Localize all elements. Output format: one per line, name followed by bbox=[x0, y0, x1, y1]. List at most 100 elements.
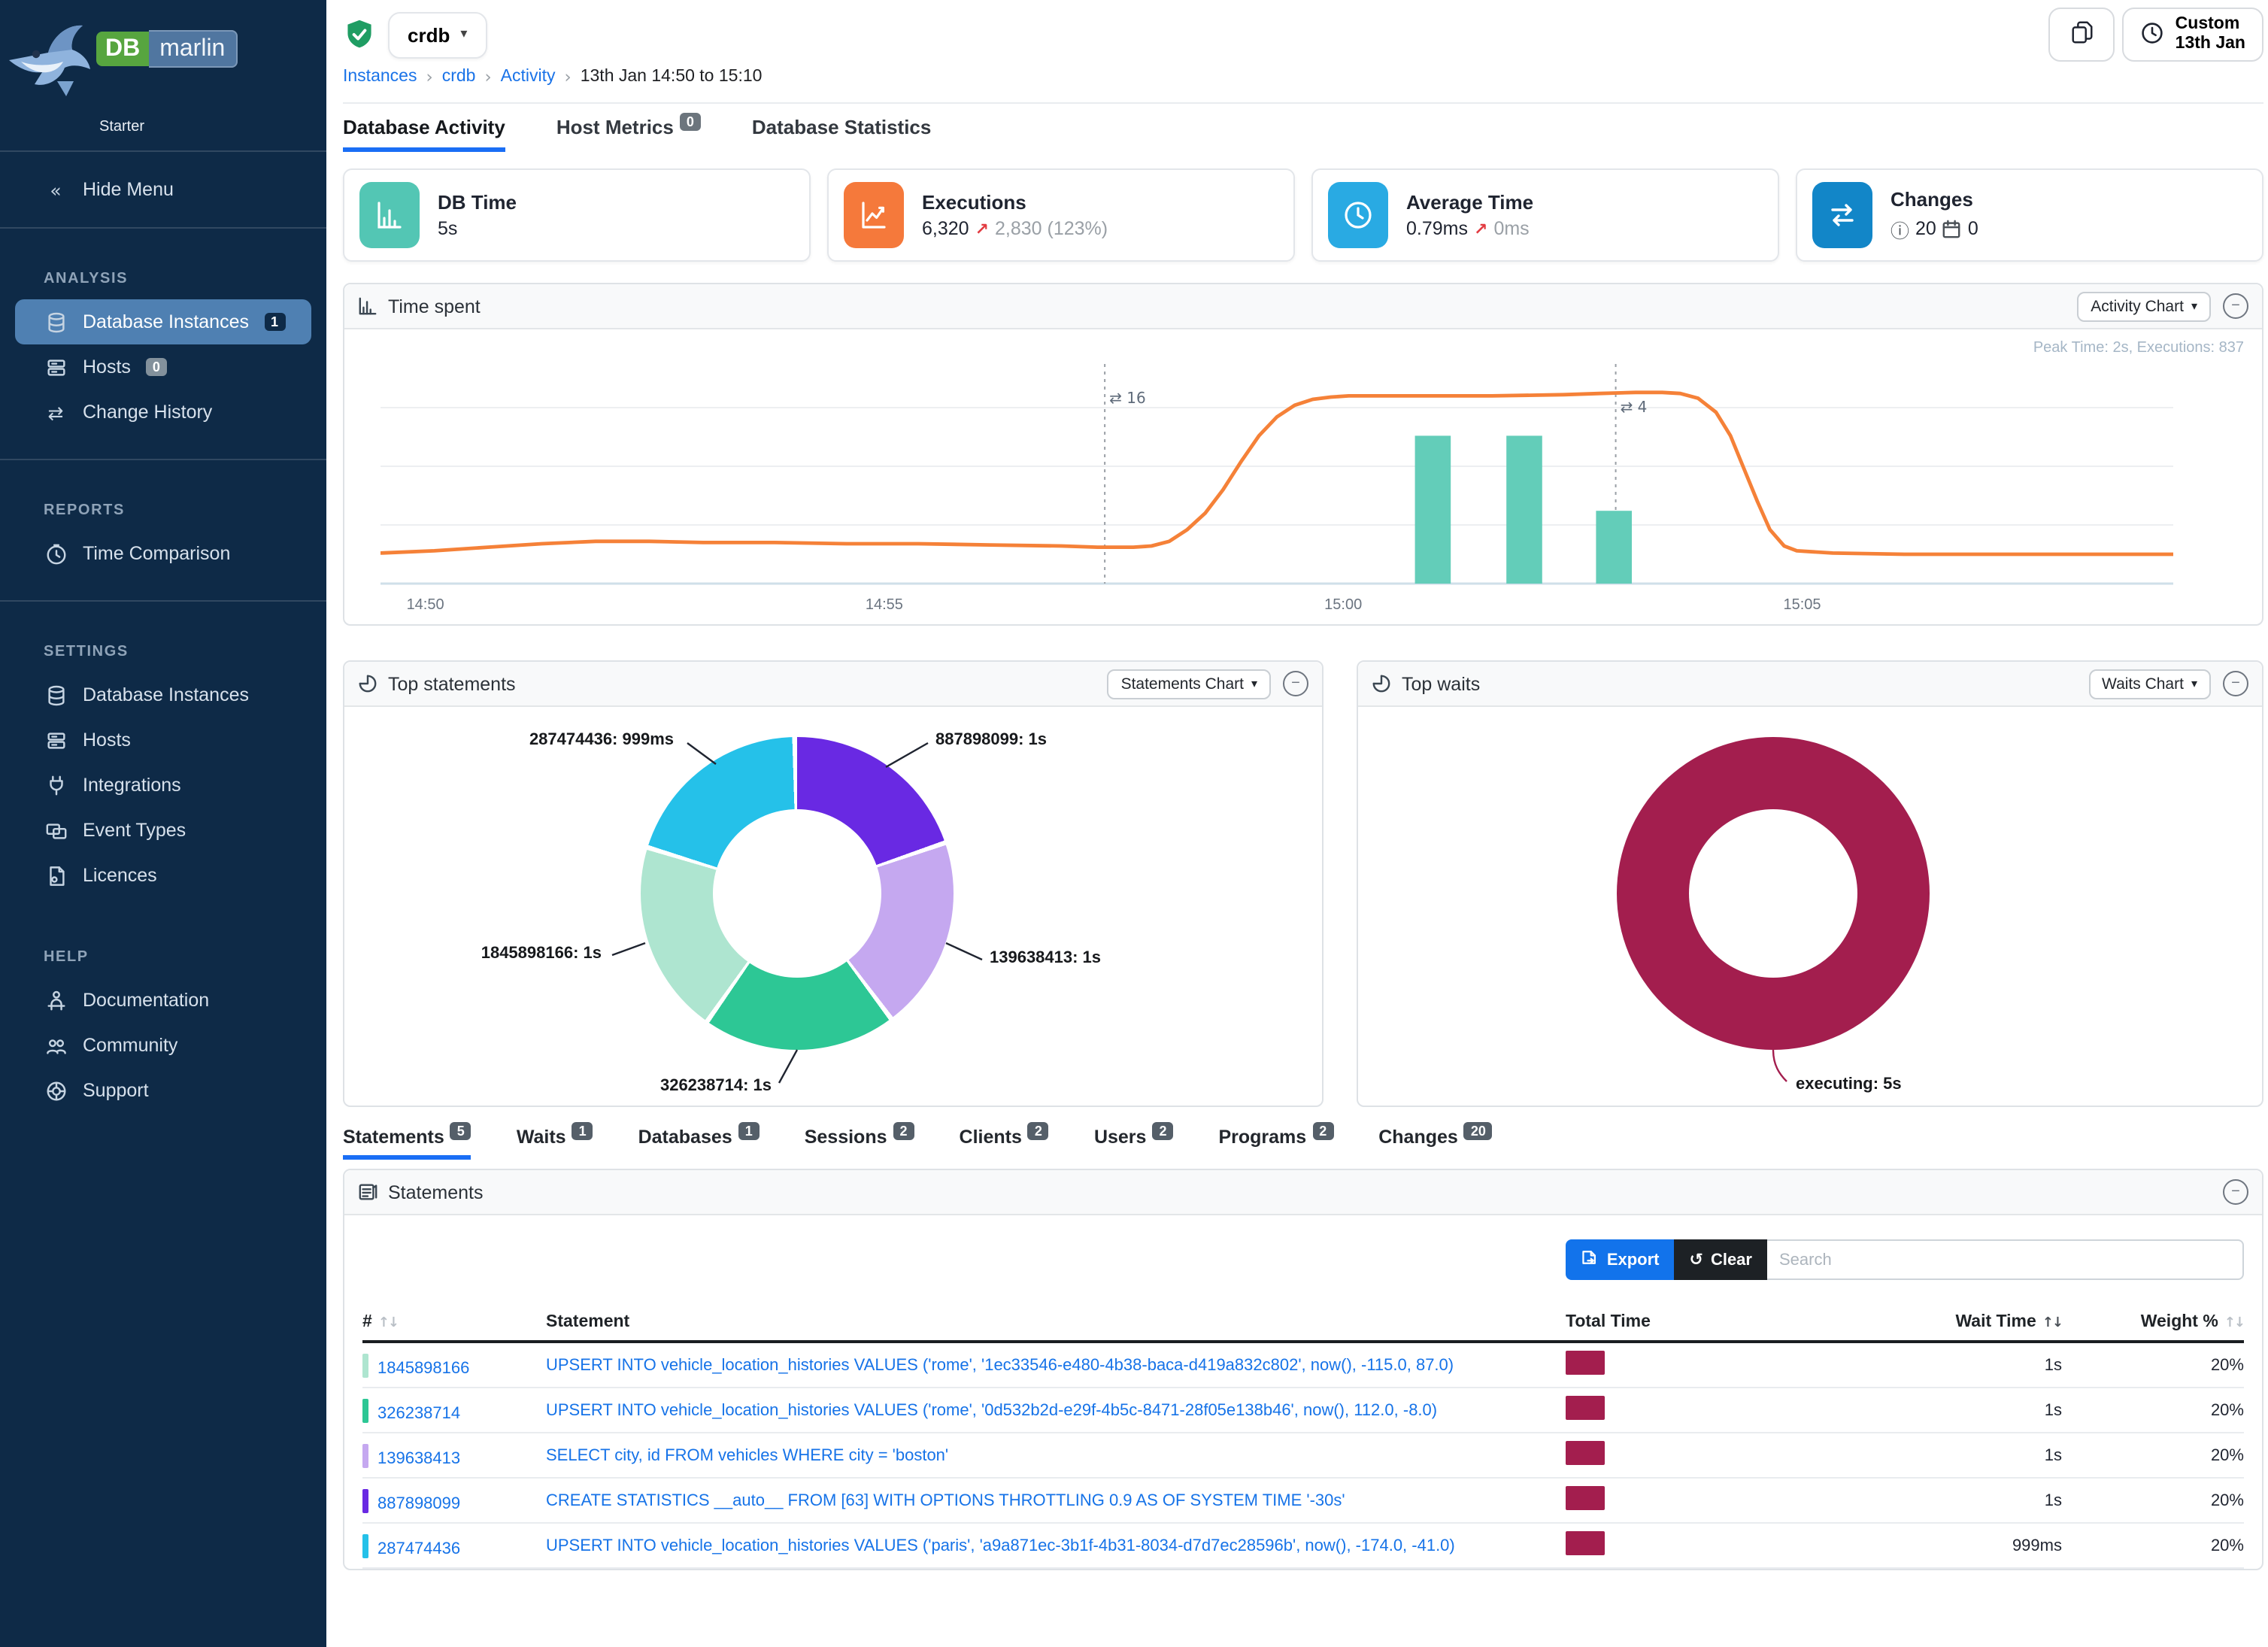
copy-button[interactable] bbox=[2048, 8, 2115, 62]
statements-table: # ↑↓ Statement Total Time Wait Time ↑↓ Wei… bbox=[362, 1304, 2245, 1569]
brand-db: DB bbox=[96, 32, 150, 66]
breadcrumb-current: 13th Jan 14:50 to 15:10 bbox=[580, 68, 763, 86]
column-statement[interactable]: Statement bbox=[546, 1313, 630, 1331]
sidebar-item-time-comparison[interactable]: Time Comparison bbox=[0, 531, 326, 576]
statement-link[interactable]: UPSERT INTO vehicle_location_histories V… bbox=[546, 1536, 1455, 1554]
statement-id-link[interactable]: 1845898166 bbox=[377, 1359, 470, 1377]
statement-link[interactable]: UPSERT INTO vehicle_location_histories V… bbox=[546, 1401, 1438, 1419]
top-waits-donut-chart[interactable]: executing: 5s bbox=[1358, 707, 2262, 1109]
chevron-down-icon: ▾ bbox=[460, 27, 468, 42]
copy-icon bbox=[2069, 20, 2095, 50]
statement-id-link[interactable]: 139638413 bbox=[377, 1449, 461, 1467]
collapse-panel-button[interactable]: − bbox=[2223, 671, 2248, 696]
list-icon bbox=[358, 1182, 377, 1202]
total-time-bar bbox=[1566, 1486, 1605, 1510]
sidebar-item-community[interactable]: Community bbox=[0, 1023, 326, 1068]
svg-text:⇄ 16: ⇄ 16 bbox=[1109, 389, 1146, 407]
chevron-down-icon: ▾ bbox=[2191, 299, 2197, 313]
count-badge: 0 bbox=[679, 113, 701, 131]
tab-databases[interactable]: Databases 1 bbox=[638, 1122, 760, 1160]
sidebar-item-licences[interactable]: Licences bbox=[0, 853, 326, 898]
time-spent-chart[interactable]: Peak Time: 2s, Executions: 837 ⇄ 16 ⇄ 4 1… bbox=[344, 329, 2262, 627]
tab-users[interactable]: Users 2 bbox=[1094, 1122, 1174, 1160]
trend-up-icon: ↗ bbox=[1474, 219, 1488, 238]
section-analysis: ANALYSIS bbox=[44, 271, 129, 287]
sidebar-item-documentation[interactable]: Documentation bbox=[0, 978, 326, 1023]
activity-line-chart: ⇄ 16 ⇄ 4 bbox=[381, 364, 2173, 585]
waits-donut[interactable] bbox=[1617, 737, 1930, 1050]
panel-title: Statements bbox=[388, 1181, 484, 1203]
top-statements-donut-chart[interactable]: 287474436: 999ms 887898099: 1s 184589816… bbox=[344, 707, 1322, 1109]
collapse-panel-button[interactable]: − bbox=[2223, 293, 2248, 319]
tab-programs[interactable]: Programs 2 bbox=[1218, 1122, 1334, 1160]
sidebar-item-hosts[interactable]: Hosts 0 bbox=[0, 344, 326, 390]
breadcrumb-crdb[interactable]: crdb bbox=[441, 68, 476, 86]
total-time-bar bbox=[1566, 1396, 1605, 1420]
swap-arrows-icon: ⇄ bbox=[47, 401, 64, 423]
metric-card-changes: Changes ⓘ 20 0 bbox=[1796, 168, 2263, 262]
tab-changes[interactable]: Changes 20 bbox=[1378, 1122, 1493, 1160]
statements-chart-selector[interactable]: Statements Chart ▾ bbox=[1107, 669, 1271, 699]
section-reports: REPORTS bbox=[44, 502, 125, 519]
clock-icon bbox=[1328, 182, 1388, 248]
plug-icon bbox=[44, 773, 68, 797]
tab-sessions[interactable]: Sessions 2 bbox=[805, 1122, 914, 1160]
tab-statements[interactable]: Statements 5 bbox=[343, 1122, 471, 1160]
hide-menu-button[interactable]: « Hide Menu bbox=[0, 167, 326, 212]
sidebar-item-event-types[interactable]: Event Types bbox=[0, 808, 326, 853]
export-button[interactable]: Export bbox=[1566, 1239, 1675, 1280]
clear-button[interactable]: ↺ Clear bbox=[1674, 1239, 1767, 1280]
main-tabs: Database Activity Host Metrics 0 Database… bbox=[343, 113, 2263, 152]
sidebar-item-settings-database-instances[interactable]: Database Instances bbox=[0, 672, 326, 717]
statement-id-link[interactable]: 887898099 bbox=[377, 1494, 461, 1512]
column-id[interactable]: # ↑↓ bbox=[362, 1313, 399, 1331]
series-color-chip bbox=[362, 1353, 368, 1377]
edition-label: Starter bbox=[99, 119, 145, 135]
time-spent-panel: Time spent Activity Chart ▾ − Peak Time:… bbox=[343, 283, 2263, 626]
statement-link[interactable]: CREATE STATISTICS __auto__ FROM [63] WIT… bbox=[546, 1491, 1345, 1509]
table-toolbar: Export ↺ Clear bbox=[344, 1215, 2262, 1298]
sidebar-item-change-history[interactable]: ⇄ Change History bbox=[0, 390, 326, 435]
donut-label: 1845898166: 1s bbox=[481, 945, 602, 963]
tab-clients[interactable]: Clients 2 bbox=[960, 1122, 1049, 1160]
column-weight[interactable]: Weight % ↑↓ bbox=[2140, 1313, 2245, 1331]
breadcrumb-activity[interactable]: Activity bbox=[500, 68, 556, 86]
tab-database-statistics[interactable]: Database Statistics bbox=[751, 116, 932, 138]
statement-id-link[interactable]: 287474436 bbox=[377, 1539, 461, 1558]
instance-selector[interactable]: crdb ▾ bbox=[388, 11, 487, 58]
collapse-panel-button[interactable]: − bbox=[1283, 671, 1308, 696]
total-time-bar bbox=[1566, 1351, 1605, 1375]
sidebar-item-database-instances[interactable]: Database Instances 1 bbox=[15, 299, 311, 344]
bar-chart-icon bbox=[359, 182, 420, 248]
sidebar-item-settings-hosts[interactable]: Hosts bbox=[0, 717, 326, 763]
activity-chart-selector[interactable]: Activity Chart ▾ bbox=[2077, 291, 2211, 321]
sort-icon: ↑↓ bbox=[2224, 1316, 2245, 1331]
statements-donut[interactable] bbox=[641, 737, 954, 1050]
app-logo[interactable]: DB marlin bbox=[0, 0, 326, 110]
waits-chart-selector[interactable]: Waits Chart ▾ bbox=[2088, 669, 2211, 699]
sidebar-item-support[interactable]: Support bbox=[0, 1068, 326, 1113]
windows-icon bbox=[44, 818, 68, 842]
section-help: HELP bbox=[44, 949, 89, 966]
db-time-value: 5s bbox=[438, 218, 458, 239]
time-range-button[interactable]: Custom 13th Jan bbox=[2122, 8, 2263, 62]
column-total-time[interactable]: Total Time bbox=[1566, 1313, 1651, 1331]
wait-time-value: 1s bbox=[2044, 1401, 2062, 1419]
statement-id-link[interactable]: 326238714 bbox=[377, 1404, 461, 1422]
series-color-chip bbox=[362, 1443, 368, 1467]
statement-link[interactable]: UPSERT INTO vehicle_location_histories V… bbox=[546, 1356, 1454, 1374]
detail-tabs: Statements 5 Waits 1 Databases 1 Sessions 2 … bbox=[343, 1122, 2263, 1160]
collapse-left-icon: « bbox=[50, 178, 62, 201]
breadcrumb-instances[interactable]: Instances bbox=[343, 68, 417, 86]
tab-host-metrics[interactable]: Host Metrics 0 bbox=[556, 113, 701, 152]
column-wait-time[interactable]: Wait Time ↑↓ bbox=[1955, 1313, 2063, 1331]
chevron-down-icon: ▾ bbox=[2191, 677, 2197, 690]
tab-waits[interactable]: Waits 1 bbox=[517, 1122, 593, 1160]
sidebar-item-integrations[interactable]: Integrations bbox=[0, 763, 326, 808]
statement-link[interactable]: SELECT city, id FROM vehicles WHERE city… bbox=[546, 1446, 949, 1464]
database-icon bbox=[44, 683, 68, 707]
search-input[interactable] bbox=[1767, 1239, 2244, 1280]
average-time-trend: 0ms bbox=[1493, 218, 1530, 239]
collapse-panel-button[interactable]: − bbox=[2223, 1179, 2248, 1205]
tab-database-activity[interactable]: Database Activity bbox=[343, 116, 505, 152]
